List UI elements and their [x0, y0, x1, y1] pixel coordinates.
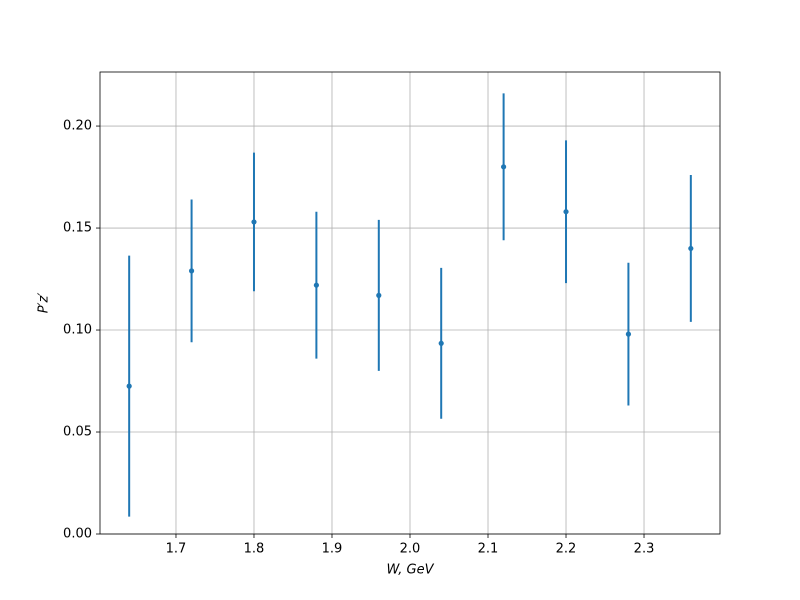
plot-area: [100, 72, 720, 535]
y-tick-label: 0.10: [63, 323, 92, 338]
x-tick-label: 1.7: [166, 542, 187, 557]
x-tick-label: 2.0: [400, 542, 421, 557]
y-tick-label: 0.20: [63, 119, 92, 134]
data-point: [251, 219, 257, 225]
data-point: [188, 268, 195, 274]
data-point: [313, 282, 319, 288]
y-axis-label: P′z′: [37, 293, 52, 314]
y-tick-label: 0.00: [63, 527, 92, 542]
y-tick-label: 0.05: [63, 425, 92, 440]
data-point: [501, 164, 507, 170]
data-point: [376, 292, 382, 298]
x-tick-label: 1.9: [322, 542, 343, 557]
y-tick-label: 0.15: [63, 221, 92, 236]
x-tick-label: 1.8: [244, 542, 265, 557]
x-tick-label: 2.3: [634, 542, 655, 557]
data-point: [438, 340, 444, 346]
x-axis-label: W, GeV: [386, 563, 434, 578]
data-point: [563, 209, 569, 215]
x-tick-label: 2.2: [556, 542, 577, 557]
data-point: [625, 331, 632, 337]
x-tick-label: 2.1: [478, 542, 499, 557]
data-point: [126, 383, 132, 389]
data-point: [688, 245, 694, 252]
